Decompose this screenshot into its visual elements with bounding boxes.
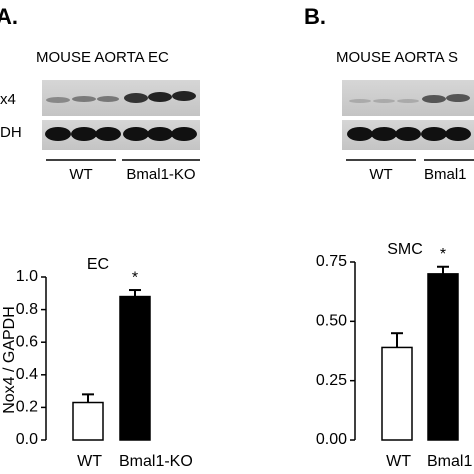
significance-marker: *: [440, 246, 446, 263]
x-tick-label: WT: [386, 453, 411, 470]
x-tick-label: WT: [77, 453, 102, 470]
x-tick-label: Bmal1-KO: [119, 453, 193, 470]
significance-marker: *: [132, 269, 138, 286]
y-tick-label: 0.0: [16, 431, 38, 448]
x-tick-label: Bmal1: [427, 453, 472, 470]
blot-heading: MOUSE AORTA S: [336, 49, 458, 66]
panel-letter: A.: [0, 4, 18, 29]
bar: [381, 346, 413, 441]
band-label: x4: [0, 91, 16, 108]
group-label: WT: [69, 166, 92, 183]
y-tick-label: 0.2: [16, 399, 38, 416]
bar: [119, 295, 151, 441]
group-label: WT: [369, 166, 392, 183]
bar: [427, 273, 459, 441]
panel-letter: B.: [304, 4, 326, 29]
y-tick-label: 0.8: [16, 301, 38, 318]
band-label: DH: [0, 124, 22, 141]
chart-title: SMC: [387, 241, 423, 258]
blot-image: [42, 80, 200, 161]
bar: [72, 401, 104, 441]
y-tick-label: 0.4: [16, 366, 38, 383]
group-label: Bmal1-KO: [126, 166, 195, 183]
y-tick-label: 0.00: [316, 431, 347, 448]
y-tick-label: 0.25: [316, 372, 347, 389]
blot-heading: MOUSE AORTA EC: [36, 49, 169, 66]
y-tick-label: 0.50: [316, 313, 347, 330]
group-label: Bmal1: [424, 166, 467, 183]
y-axis-label: Nox4 / GAPDH: [1, 306, 18, 414]
y-tick-label: 1.0: [16, 268, 38, 285]
y-tick-label: 0.75: [316, 253, 347, 270]
chart-title: EC: [87, 256, 109, 273]
blot-image: [342, 80, 474, 161]
y-tick-label: 0.6: [16, 333, 38, 350]
